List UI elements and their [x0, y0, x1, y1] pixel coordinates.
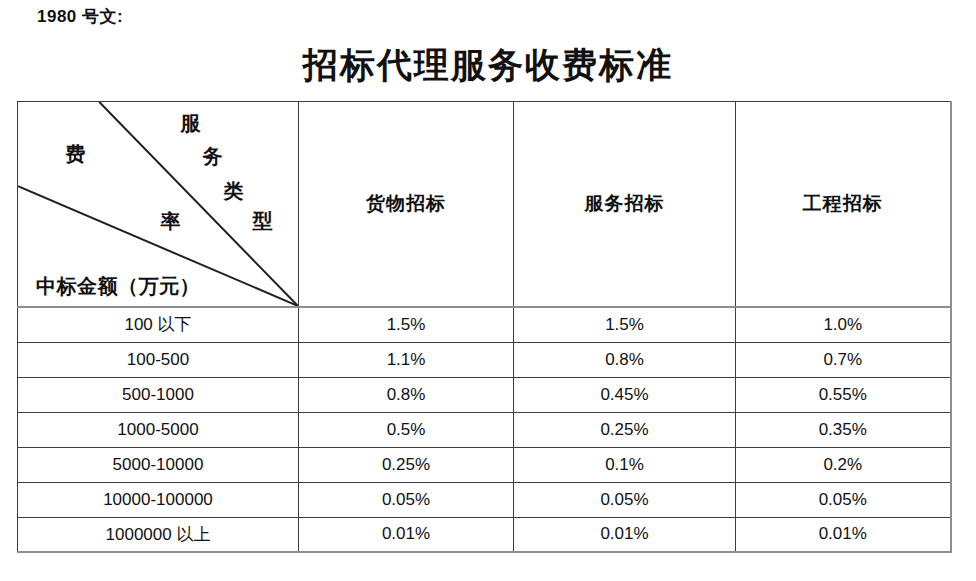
fee-value-cell: 0.35% — [736, 412, 951, 447]
row-label-cell: 500-1000 — [18, 377, 299, 412]
corner-service-type-char: 型 — [252, 210, 274, 232]
fee-value-cell: 1.5% — [514, 307, 736, 342]
fee-value-cell: 0.01% — [514, 517, 736, 552]
row-label-cell: 1000-5000 — [18, 412, 299, 447]
fee-value-cell: 0.25% — [514, 412, 736, 447]
diagonal-header-cell: 服 务 类 型 费 率 中标金额（万元） — [18, 102, 299, 308]
row-label-cell: 10000-100000 — [18, 482, 299, 517]
row-label-cell: 100-500 — [18, 342, 299, 377]
header-row: 服 务 类 型 费 率 中标金额（万元） 货物招标 服务招标 工程招标 — [18, 102, 951, 308]
table-row: 10000-100000 0.05% 0.05% 0.05% — [18, 482, 951, 517]
fee-value-cell: 1.0% — [736, 307, 951, 342]
fee-value-cell: 0.01% — [299, 517, 514, 552]
column-header-goods: 货物招标 — [299, 102, 514, 308]
fee-value-cell: 0.05% — [514, 482, 736, 517]
corner-amount-label: 中标金额（万元） — [36, 273, 200, 300]
table-row: 1000000 以上 0.01% 0.01% 0.01% — [18, 517, 951, 552]
fee-value-cell: 0.05% — [299, 482, 514, 517]
table-row: 500-1000 0.8% 0.45% 0.55% — [18, 377, 951, 412]
fee-value-cell: 0.7% — [736, 342, 951, 377]
corner-fee-rate-char: 率 — [160, 210, 182, 232]
corner-service-type-char: 服 — [180, 112, 202, 134]
table-row: 100 以下 1.5% 1.5% 1.0% — [18, 307, 951, 342]
document-number: 1980 号文: — [37, 5, 123, 28]
fee-value-cell: 0.05% — [736, 482, 951, 517]
fee-value-cell: 0.1% — [514, 447, 736, 482]
corner-service-type-char: 务 — [202, 145, 224, 167]
fee-table: 服 务 类 型 费 率 中标金额（万元） 货物招标 服务招标 工程招标 100 … — [17, 101, 952, 553]
column-header-works: 工程招标 — [736, 102, 951, 308]
fee-value-cell: 0.8% — [514, 342, 736, 377]
fee-value-cell: 0.25% — [299, 447, 514, 482]
fee-value-cell: 0.5% — [299, 412, 514, 447]
corner-fee-rate-char: 费 — [65, 143, 87, 165]
row-label-cell: 1000000 以上 — [18, 517, 299, 552]
fee-value-cell: 0.2% — [736, 447, 951, 482]
table-row: 100-500 1.1% 0.8% 0.7% — [18, 342, 951, 377]
fee-value-cell: 0.01% — [736, 517, 951, 552]
fee-value-cell: 1.5% — [299, 307, 514, 342]
column-header-services: 服务招标 — [514, 102, 736, 308]
table-row: 5000-10000 0.25% 0.1% 0.2% — [18, 447, 951, 482]
fee-value-cell: 0.8% — [299, 377, 514, 412]
fee-value-cell: 1.1% — [299, 342, 514, 377]
corner-service-type-char: 类 — [223, 180, 245, 202]
document-page: { "document": { "ref_number": "1980 号文:"… — [0, 0, 976, 581]
page-title: 招标代理服务收费标准 — [0, 42, 976, 89]
table-row: 1000-5000 0.5% 0.25% 0.35% — [18, 412, 951, 447]
fee-value-cell: 0.55% — [736, 377, 951, 412]
row-label-cell: 100 以下 — [18, 307, 299, 342]
fee-value-cell: 0.45% — [514, 377, 736, 412]
row-label-cell: 5000-10000 — [18, 447, 299, 482]
